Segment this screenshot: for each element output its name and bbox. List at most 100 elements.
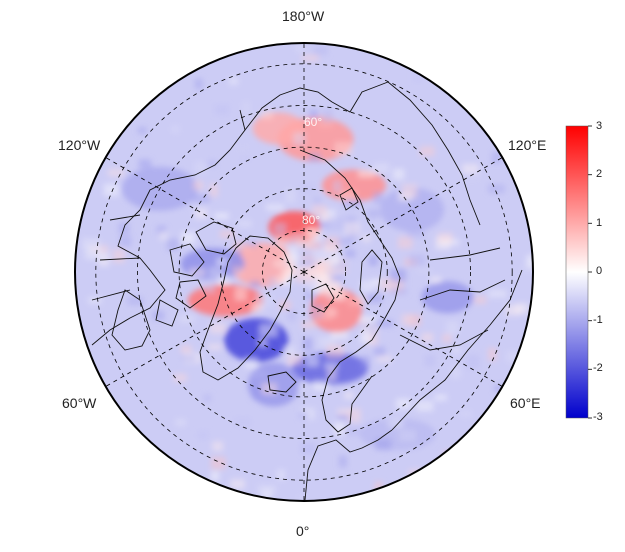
anomaly-cell xyxy=(98,252,110,267)
anomaly-cell xyxy=(203,282,215,293)
anomaly-cell xyxy=(373,346,386,357)
anomaly-cell xyxy=(358,170,375,178)
anomaly-cell xyxy=(216,258,228,266)
anomaly-cell xyxy=(88,297,102,305)
anomaly-cell xyxy=(179,315,195,323)
anomaly-cell xyxy=(275,275,288,285)
anomaly-cell xyxy=(312,205,327,216)
anomaly-cell xyxy=(295,44,305,52)
anomaly-cell xyxy=(313,380,329,391)
anomaly-cell xyxy=(343,198,361,207)
anomaly-cell xyxy=(338,455,348,468)
anomaly-cell xyxy=(245,357,258,368)
anomaly-cell xyxy=(346,215,357,230)
anomaly-cell xyxy=(313,45,328,56)
anomaly-cell xyxy=(194,161,208,174)
anomaly-cell xyxy=(491,151,502,164)
anomaly-cell xyxy=(318,336,336,347)
anomaly-cell xyxy=(360,280,375,292)
anomaly-cell xyxy=(413,70,424,83)
anomaly-cell xyxy=(287,355,303,366)
anomaly-cell xyxy=(85,246,101,260)
anomaly-cell xyxy=(230,479,245,489)
anomaly-cell xyxy=(233,241,251,253)
anomaly-cell xyxy=(208,266,223,280)
anomaly-cell xyxy=(212,441,224,451)
svalbard xyxy=(311,283,335,313)
anomaly-cell xyxy=(332,260,347,270)
anomaly-cell xyxy=(368,255,378,266)
anomaly-cell xyxy=(347,408,361,423)
anomaly-cell xyxy=(285,240,300,250)
anomaly-cell xyxy=(488,289,507,298)
anomaly-cell xyxy=(329,275,343,282)
anomaly-cell xyxy=(316,275,333,288)
anomaly-cell xyxy=(319,221,330,228)
anomaly-cell xyxy=(396,398,411,410)
anomaly-cell xyxy=(137,127,147,134)
anomaly-cell xyxy=(322,109,333,123)
anomaly-cell xyxy=(313,196,322,205)
anomaly-cell xyxy=(390,287,407,295)
anomaly-cell xyxy=(407,228,425,238)
anomaly-cell xyxy=(319,286,335,296)
anomaly-cell xyxy=(437,232,453,244)
anomaly-cell xyxy=(297,382,307,393)
anomaly-cell xyxy=(375,320,393,328)
meridian-line xyxy=(105,157,305,273)
anomaly-blob xyxy=(321,169,386,202)
anomaly-blob xyxy=(252,112,305,145)
iceland xyxy=(267,371,297,393)
anomaly-cell xyxy=(175,418,187,427)
meridian-line xyxy=(303,271,503,387)
anomaly-cell xyxy=(273,223,286,236)
anomaly-cell xyxy=(186,254,195,262)
anomaly-cell xyxy=(323,245,338,254)
anomaly-cell xyxy=(367,293,383,304)
anomaly-cell xyxy=(424,354,436,367)
anomaly-cell xyxy=(249,280,261,288)
colorbar-tick-neg1: -1 xyxy=(593,314,603,326)
anomaly-cell xyxy=(452,346,461,354)
lon-label-upper-right: 120°E xyxy=(508,137,547,153)
anomaly-cell xyxy=(293,132,306,145)
graticule xyxy=(95,43,513,501)
anomaly-cell xyxy=(355,296,366,305)
colorbar-ticks xyxy=(588,125,592,419)
anomaly-cell xyxy=(296,238,313,248)
anomaly-cell xyxy=(434,394,447,401)
anomaly-cell xyxy=(308,153,321,162)
anomaly-cell xyxy=(303,337,313,351)
anomaly-cell xyxy=(462,163,479,174)
anomaly-cell xyxy=(466,355,480,369)
anomaly-cell xyxy=(287,310,297,322)
asia-borders xyxy=(391,247,523,431)
anomaly-cell xyxy=(457,441,473,452)
anomaly-cell xyxy=(233,249,242,262)
anomaly-cell xyxy=(258,485,276,495)
anomaly-cell xyxy=(294,269,313,283)
anomaly-cell xyxy=(285,189,296,203)
scandinavia-coast xyxy=(321,317,386,433)
lon-label-bottom: 0° xyxy=(296,523,310,539)
anomaly-cell xyxy=(300,442,316,455)
latitude-circle xyxy=(95,63,513,481)
anomaly-cell xyxy=(344,391,354,400)
anomaly-cell xyxy=(203,394,212,402)
anomaly-cell xyxy=(334,142,353,156)
anomaly-cell xyxy=(392,168,405,180)
anomaly-cell xyxy=(259,324,278,337)
anomaly-blob xyxy=(224,318,289,363)
canada-borders xyxy=(91,214,141,301)
anomaly-cell xyxy=(416,266,433,274)
anomaly-cell xyxy=(239,153,252,163)
lon-label-upper-left: 120°W xyxy=(58,137,101,153)
anomaly-blob xyxy=(421,281,474,314)
anomaly-cell xyxy=(332,280,342,293)
anomaly-cell xyxy=(371,278,381,286)
anomaly-cell xyxy=(237,220,252,228)
anomaly-cell xyxy=(233,142,251,155)
anomaly-cell xyxy=(326,344,344,359)
anomaly-cell xyxy=(112,249,125,263)
